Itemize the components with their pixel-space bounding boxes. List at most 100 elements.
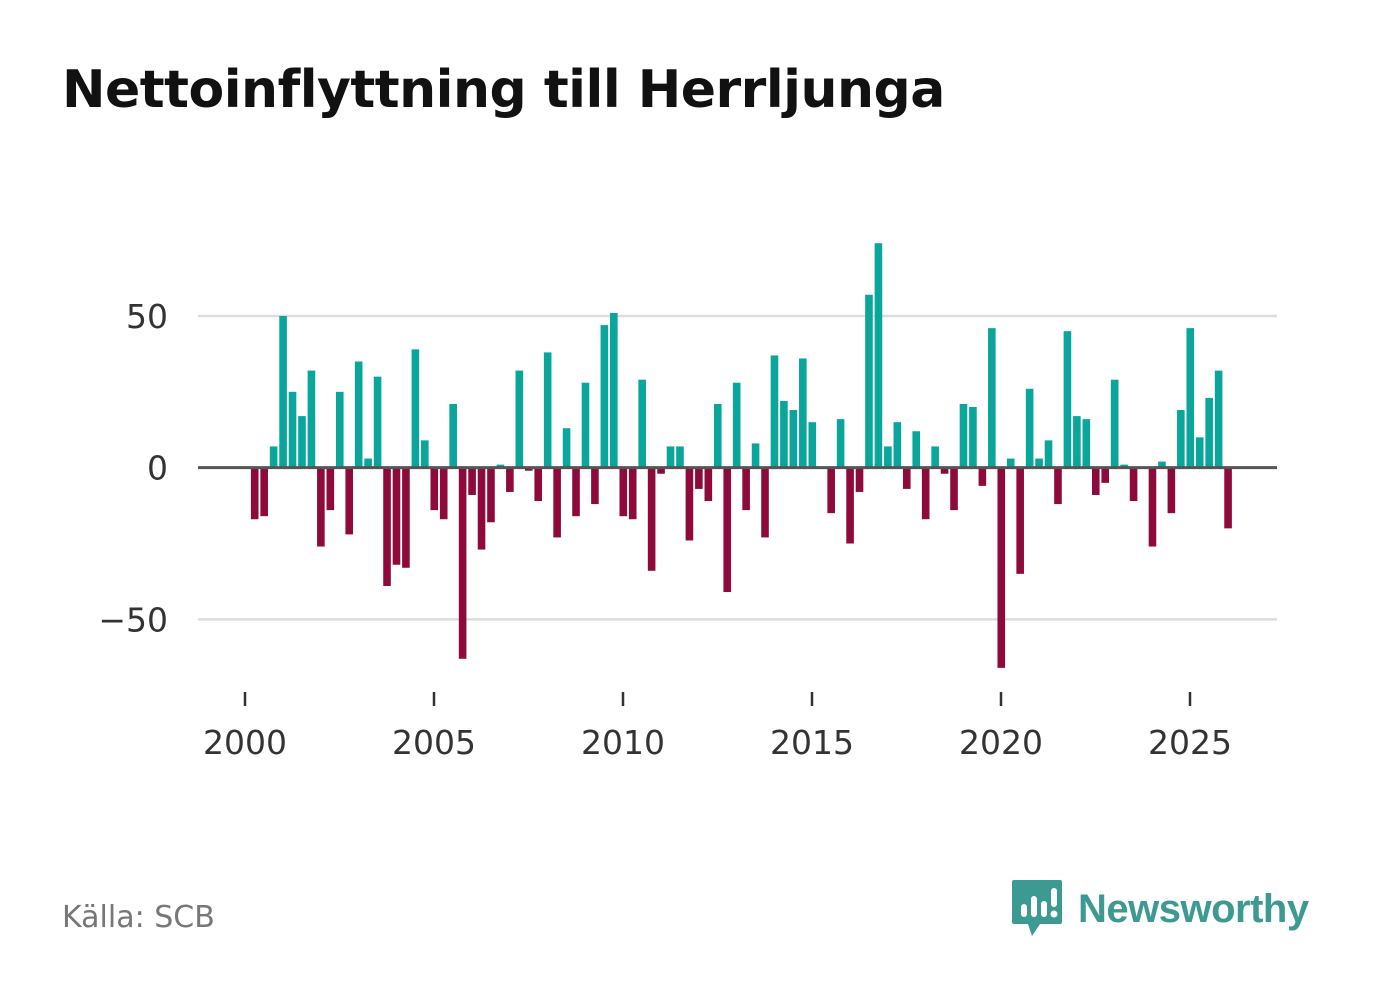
bar	[619, 467, 628, 517]
bar	[742, 467, 750, 511]
x-tick-label: 2005	[392, 723, 476, 762]
bar	[581, 382, 590, 468]
bar	[902, 467, 911, 489]
bar	[364, 458, 372, 468]
newsworthy-logo-icon	[1012, 880, 1062, 936]
bar	[610, 312, 618, 468]
bar	[458, 467, 467, 659]
bar	[836, 419, 845, 468]
bar	[260, 467, 268, 517]
bar	[269, 446, 278, 468]
bar	[449, 403, 457, 468]
bar	[496, 464, 505, 468]
bar	[335, 391, 344, 468]
bar	[307, 370, 316, 468]
bar	[723, 467, 732, 593]
bar	[515, 370, 524, 468]
bar	[1082, 419, 1091, 468]
bar	[950, 467, 958, 511]
bar	[1214, 370, 1223, 468]
bar	[1177, 410, 1185, 468]
bar	[969, 407, 977, 468]
bar	[695, 467, 703, 489]
bar	[572, 467, 580, 517]
bar	[1110, 379, 1119, 468]
bar	[477, 467, 486, 550]
bar	[439, 467, 448, 520]
bar	[978, 467, 987, 486]
bar	[411, 349, 420, 468]
bar	[865, 294, 873, 468]
bar	[931, 446, 939, 468]
y-tick-label: 0	[147, 449, 168, 488]
brand-name: Newsworthy	[1078, 886, 1309, 931]
bar	[751, 443, 760, 468]
y-tick-label: −50	[98, 600, 168, 639]
bar	[591, 467, 599, 505]
bars	[250, 243, 1232, 668]
bar	[780, 400, 788, 468]
bar	[383, 467, 391, 586]
bar	[1167, 467, 1176, 514]
bar	[884, 446, 892, 468]
bar	[1195, 437, 1204, 468]
bar	[1054, 467, 1062, 505]
bar	[279, 316, 287, 468]
source-label: Källa: SCB	[62, 900, 215, 935]
bar	[1129, 467, 1138, 502]
bar	[1186, 328, 1195, 468]
bar	[250, 467, 259, 520]
bar	[1101, 467, 1110, 483]
bar	[657, 467, 665, 474]
bar	[1016, 467, 1024, 574]
chart-title: Nettoinflyttning till Herrljunga	[62, 60, 945, 120]
bar	[524, 467, 533, 471]
bar	[855, 467, 864, 492]
bar	[288, 391, 297, 468]
bar	[638, 379, 646, 468]
bar	[846, 467, 854, 544]
x-tick-label: 2000	[203, 723, 287, 762]
bar	[685, 467, 694, 541]
bar	[543, 352, 552, 468]
bar	[959, 403, 968, 468]
bar	[1120, 464, 1128, 468]
bar	[940, 467, 949, 474]
bar	[1063, 331, 1072, 468]
bar	[770, 355, 779, 468]
bar	[988, 328, 996, 468]
bar	[1091, 467, 1100, 495]
bar	[666, 446, 675, 468]
y-tick-label: 50	[126, 297, 168, 336]
bar	[808, 422, 817, 468]
bar	[326, 467, 335, 511]
bar-chart: 50 0 −50 2000 2005 2010 2015 2020 2025	[98, 243, 1277, 762]
bar	[1205, 397, 1213, 468]
bar	[298, 416, 306, 468]
bar	[893, 422, 902, 468]
bar	[468, 467, 476, 495]
bar	[1025, 388, 1034, 468]
axes: 50 0 −50 2000 2005 2010 2015 2020 2025	[98, 297, 1277, 762]
bar	[997, 467, 1006, 668]
bar	[1044, 440, 1053, 468]
bar	[827, 467, 835, 514]
bar	[430, 467, 439, 511]
x-tick-label: 2010	[581, 723, 665, 762]
bar	[1224, 467, 1232, 529]
bar	[487, 467, 495, 523]
bar	[553, 467, 561, 538]
bar	[354, 361, 363, 468]
bar	[789, 410, 798, 468]
bar	[373, 376, 382, 468]
bar	[874, 243, 883, 468]
bar	[628, 467, 637, 520]
x-tick-label: 2020	[959, 723, 1043, 762]
bar	[562, 428, 571, 468]
bar	[1073, 416, 1081, 468]
bar	[345, 467, 354, 535]
bar	[676, 446, 684, 468]
bar	[534, 467, 543, 502]
bar	[392, 467, 401, 565]
bar	[732, 382, 741, 468]
